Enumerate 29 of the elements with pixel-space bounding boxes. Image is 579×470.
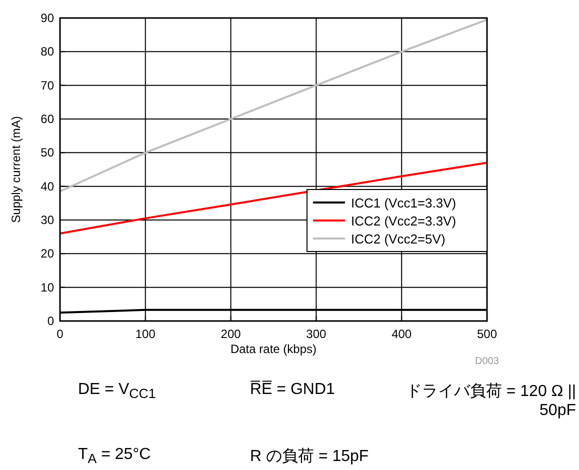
y-tick-label: 20	[40, 246, 54, 261]
line-series	[59, 18, 488, 192]
x-tick-label: 200	[220, 327, 242, 341]
y-tick-label: 0	[47, 314, 54, 328]
x-tick-label: 100	[135, 327, 156, 341]
legend-label: ICC2 (Vcc2=5V)	[351, 232, 446, 246]
text: DE = V$_{CC1}$	[78, 381, 157, 402]
x-tick-label: 500	[476, 327, 498, 341]
line-series	[59, 162, 488, 234]
y-tick-label: 40	[40, 179, 54, 194]
x-tick-label: 0	[56, 327, 64, 341]
y-axis-title: Supply current (mA)	[9, 116, 23, 223]
text: R の負荷 = 15pF	[250, 446, 370, 467]
y-tick-label: 80	[40, 44, 54, 59]
text: T$_{A}$ = 25°C	[78, 446, 152, 466]
y-tick-label: 10	[40, 280, 54, 294]
y-tick-label: 70	[40, 78, 54, 92]
y-tick-label: 30	[40, 213, 54, 227]
text: R̅E̅ = GND1	[250, 381, 336, 399]
x-tick-label: 300	[306, 327, 327, 341]
legend-label: ICC2 (Vcc2=3.3V)	[351, 214, 456, 228]
text: ドライバ負荷 = 120 Ω || 50pF	[404, 382, 576, 420]
y-tick-label: 90	[40, 11, 54, 25]
y-tick-label: 60	[40, 112, 54, 126]
legend-label: ICC1 (Vcc1=3.3V)	[351, 196, 456, 210]
x-axis-title: Data rate (kbps)	[230, 342, 317, 356]
y-tick-label: 50	[40, 146, 54, 160]
x-tick-label: 400	[392, 327, 412, 341]
text: D003	[475, 356, 500, 367]
